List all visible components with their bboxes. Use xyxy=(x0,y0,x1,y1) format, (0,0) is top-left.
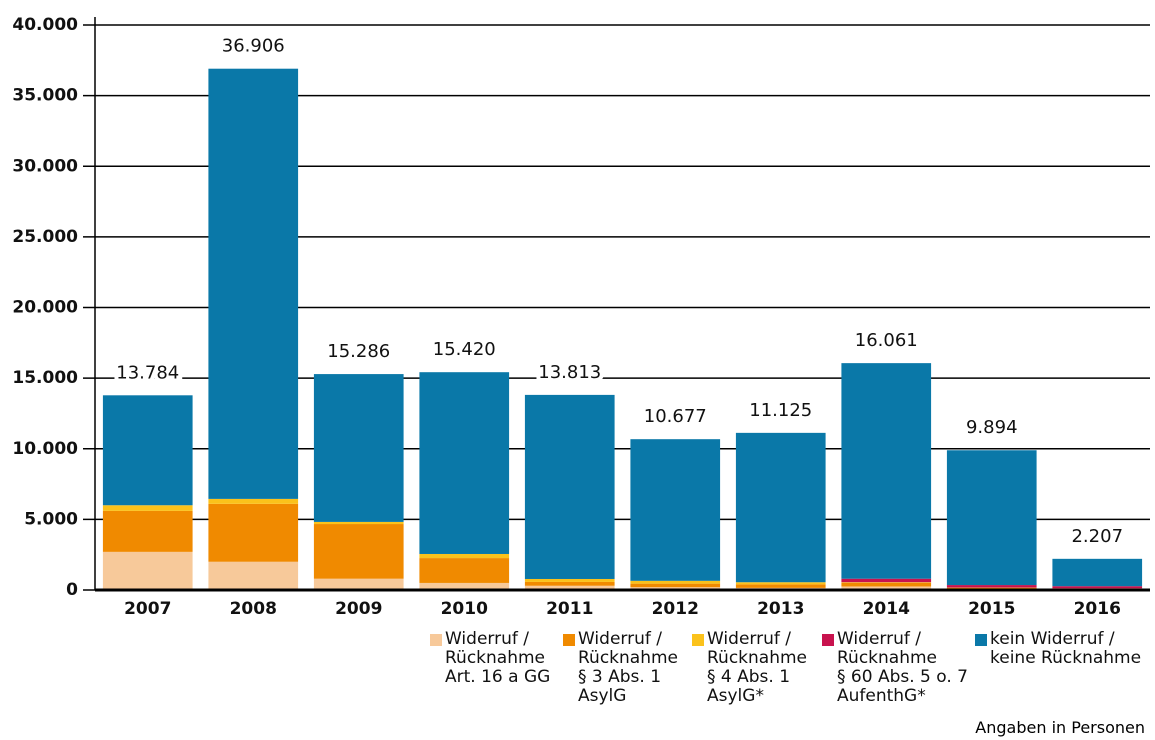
bar-segment xyxy=(313,524,404,579)
y-tick-label: 40.000 xyxy=(12,15,78,35)
total-label: 10.677 xyxy=(644,406,707,427)
legend-label: Widerruf / Rücknahme § 60 Abs. 5 o. 7 Au… xyxy=(837,629,968,706)
bar-segment xyxy=(313,374,404,522)
y-tick-label: 0 xyxy=(66,580,78,600)
total-label: 36.906 xyxy=(222,36,285,57)
bar-segment xyxy=(524,394,615,579)
bar-segment xyxy=(946,585,1037,588)
bar-segment xyxy=(102,551,193,590)
y-tick-label: 25.000 xyxy=(12,227,78,247)
bar-segment xyxy=(419,372,510,554)
bar-segment xyxy=(630,439,721,581)
y-tick-label: 20.000 xyxy=(12,298,78,318)
legend-item: Widerruf / Rücknahme § 3 Abs. 1 AsylG xyxy=(563,630,678,706)
bar-segment xyxy=(735,582,826,585)
total-label: 16.061 xyxy=(855,330,918,351)
bars xyxy=(102,68,1143,590)
bar-segment xyxy=(313,521,404,525)
note: Angaben in Personen xyxy=(975,718,1145,737)
legend-item: Widerruf / Rücknahme § 60 Abs. 5 o. 7 Au… xyxy=(822,630,968,706)
total-label: 2.207 xyxy=(1071,526,1123,547)
legend-label: Widerruf / Rücknahme § 4 Abs. 1 AsylG* xyxy=(707,629,807,706)
legend-swatch xyxy=(430,634,442,646)
legend-swatch xyxy=(563,634,575,646)
legend-item: kein Widerruf / keine Rücknahme xyxy=(975,630,1141,668)
bar-segment xyxy=(208,498,299,504)
total-label: 13.813 xyxy=(538,362,601,383)
bar-segment xyxy=(841,363,932,579)
legend-item: Widerruf / Rücknahme Art. 16 a GG xyxy=(430,630,550,687)
y-tick-label: 10.000 xyxy=(12,439,78,459)
legend-swatch xyxy=(975,634,987,646)
legend-swatch xyxy=(822,634,834,646)
bar-segment xyxy=(841,578,932,583)
x-tick-label: 2013 xyxy=(757,599,804,619)
x-tick-label: 2014 xyxy=(863,599,910,619)
bar-segment xyxy=(1052,586,1143,589)
total-label: 9.894 xyxy=(966,417,1018,438)
x-tick-label: 2009 xyxy=(335,599,382,619)
total-label: 15.420 xyxy=(433,339,496,360)
bar-segment xyxy=(1052,558,1143,587)
bar-segment xyxy=(946,450,1037,586)
x-tick-label: 2015 xyxy=(968,599,1015,619)
bar-segment xyxy=(102,510,193,552)
total-label: 11.125 xyxy=(749,400,812,421)
y-tick-label: 15.000 xyxy=(12,368,78,388)
total-label: 15.286 xyxy=(327,341,390,362)
bar-segment xyxy=(419,558,510,583)
x-tick-label: 2008 xyxy=(230,599,277,619)
bar-segment xyxy=(735,432,826,583)
bar-segment xyxy=(208,561,299,590)
bar-segment xyxy=(841,582,932,583)
total-label: 13.784 xyxy=(116,362,179,383)
legend-label: Widerruf / Rücknahme § 3 Abs. 1 AsylG xyxy=(578,629,678,706)
bar-segment xyxy=(419,582,510,590)
bar-segment xyxy=(102,505,193,511)
bar-segment xyxy=(524,578,615,582)
labels: 0 5.000 10.000 15.000 20.000 25.000 30.000 35.0… xyxy=(12,15,1150,619)
bar-segment xyxy=(524,581,615,586)
bar-segment xyxy=(208,68,299,499)
bar-segment xyxy=(419,553,510,559)
legend-item: Widerruf / Rücknahme § 4 Abs. 1 AsylG* xyxy=(692,630,807,706)
bar-segment xyxy=(313,578,404,590)
x-tick-label: 2010 xyxy=(441,599,488,619)
x-tick-label: 2012 xyxy=(652,599,699,619)
bar-segment xyxy=(735,584,826,588)
x-tick-label: 2016 xyxy=(1074,599,1121,619)
legend-label: Widerruf / Rücknahme Art. 16 a GG xyxy=(445,629,551,687)
y-tick-label: 30.000 xyxy=(12,156,78,176)
legend-swatch xyxy=(692,634,704,646)
x-tick-label: 2011 xyxy=(546,599,593,619)
bar-segment xyxy=(524,585,615,590)
x-tick-label: 2007 xyxy=(124,599,171,619)
bar-segment xyxy=(841,582,932,587)
bar-segment xyxy=(630,580,721,584)
bar-segment xyxy=(841,586,932,590)
bar-segment xyxy=(630,583,721,588)
bar-segment xyxy=(208,503,299,562)
legend-label: kein Widerruf / keine Rücknahme xyxy=(990,629,1142,668)
y-tick-label: 5.000 xyxy=(24,509,78,529)
y-tick-label: 35.000 xyxy=(12,86,78,106)
bar-segment xyxy=(102,395,193,506)
